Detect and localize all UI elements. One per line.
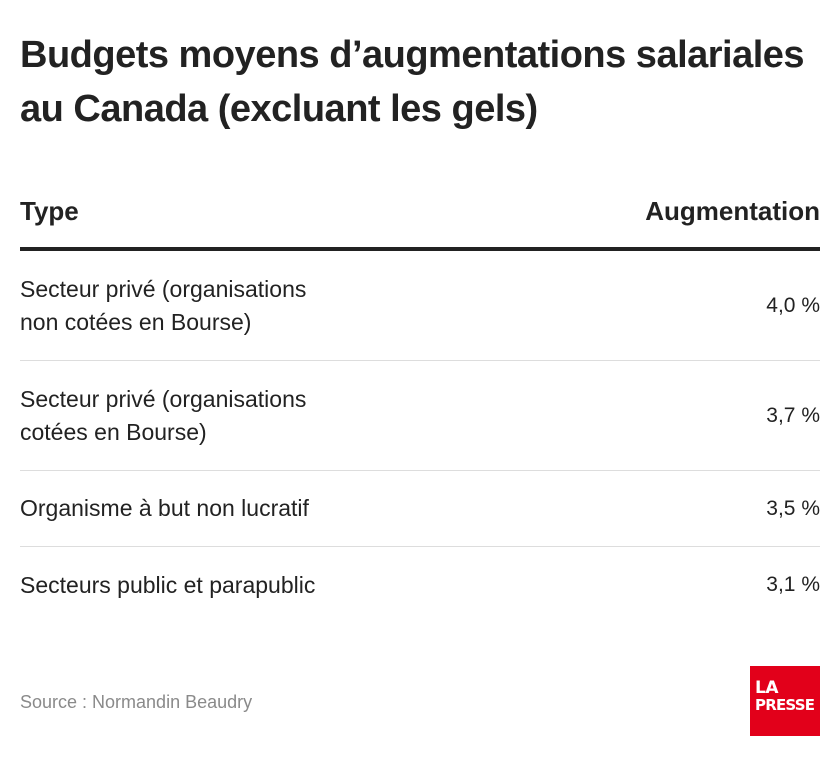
la-presse-logo: LA PRESSE [750, 666, 820, 736]
row-value: 3,5 % [766, 496, 820, 520]
row-value: 4,0 % [766, 293, 820, 317]
column-header-augmentation: Augmentation [645, 196, 820, 226]
row-type-label: Secteur privé (organisations non cotées … [20, 275, 307, 335]
table-row: Secteur privé (organisations cotées en B… [20, 361, 820, 471]
table-row: Secteur privé (organisations non cotées … [20, 251, 820, 361]
row-value: 3,1 % [766, 573, 820, 596]
table-row: Secteurs public et parapublic 3,1 % [20, 547, 820, 623]
logo-line-2: PRESSE [755, 696, 815, 714]
row-type-label: Organisme à but non lucratif [20, 495, 309, 521]
source-note: Source : Normandin Beaudry [20, 692, 253, 712]
logo-line-1: LA [755, 678, 779, 698]
chart-title: Budgets moyens d’augmentations salariale… [20, 34, 805, 130]
data-table: Type Augmentation Secteur privé (organis… [20, 195, 820, 623]
table-row: Organisme à but non lucratif 3,5 % [20, 471, 820, 547]
row-value: 3,7 % [766, 403, 820, 427]
table-header: Type Augmentation [20, 195, 820, 251]
row-type-label: Secteurs public et parapublic [20, 571, 316, 598]
column-header-type: Type [20, 196, 79, 226]
row-type-label: Secteur privé (organisations cotées en B… [20, 385, 307, 445]
